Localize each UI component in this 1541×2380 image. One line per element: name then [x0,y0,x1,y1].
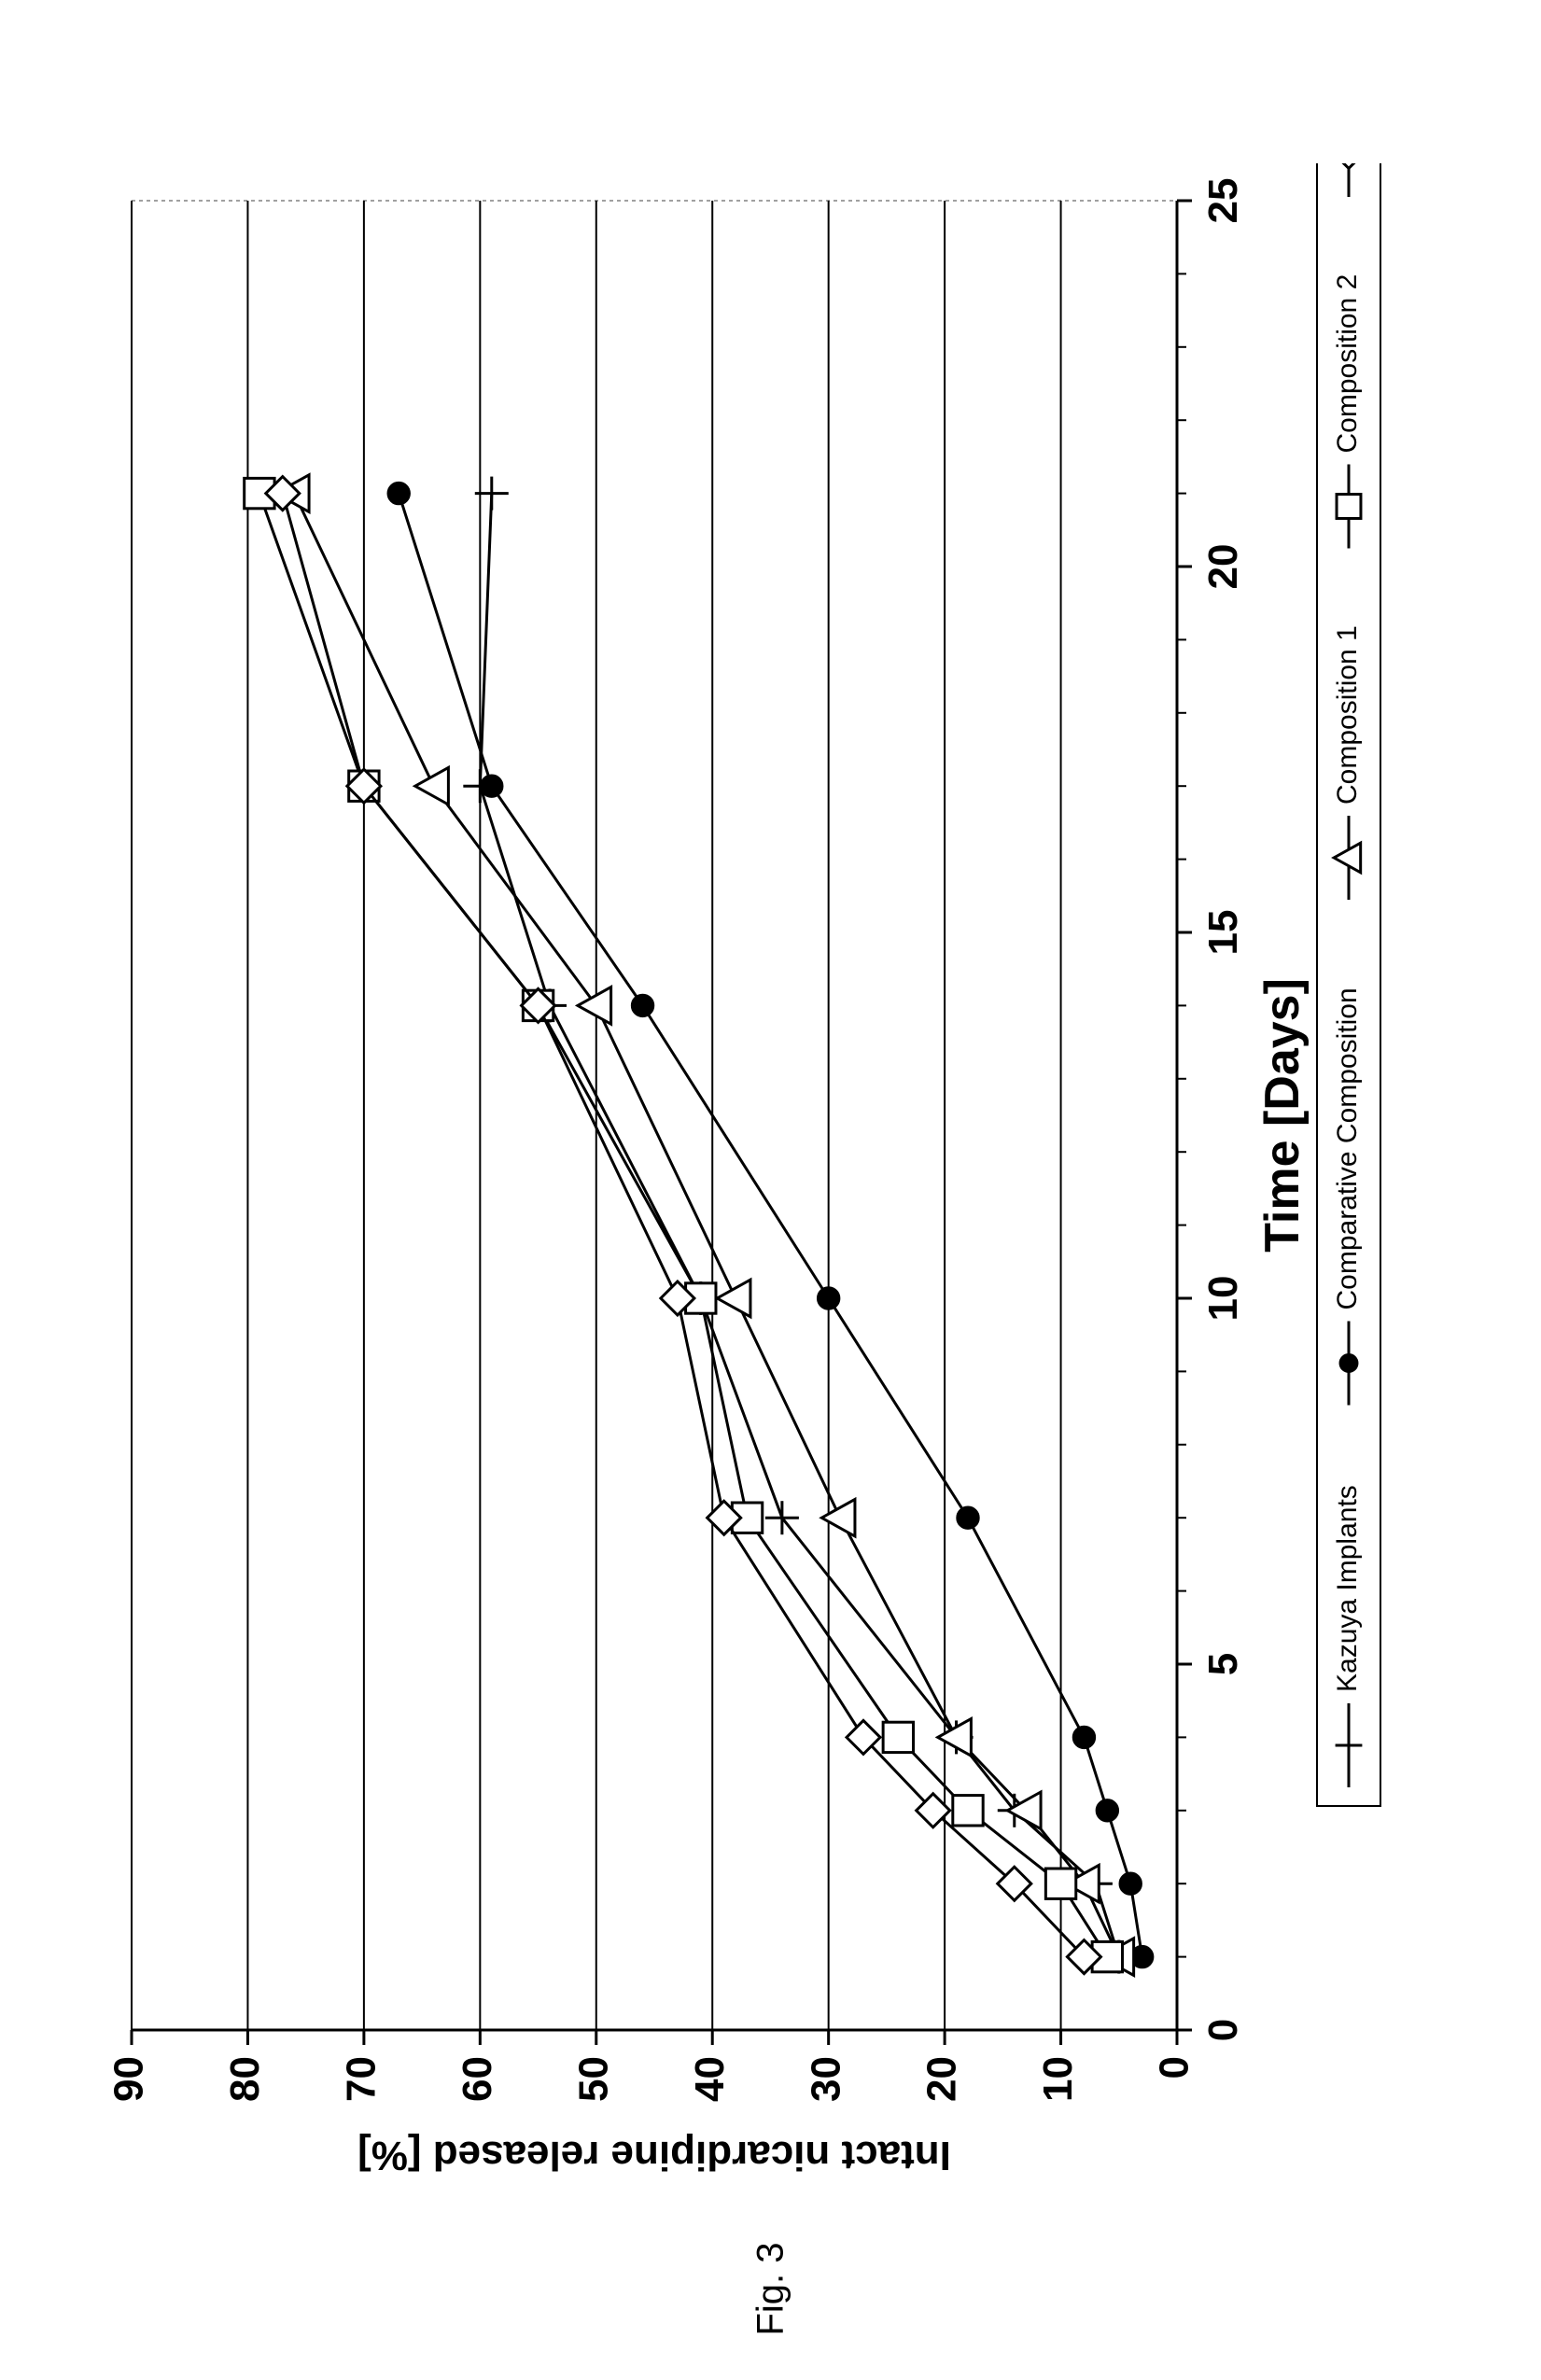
svg-text:70: 70 [338,2056,384,2102]
svg-text:90: 90 [105,2056,151,2102]
svg-text:5: 5 [1200,1653,1246,1675]
svg-text:Time [Days]: Time [Days] [1255,978,1310,1253]
line-chart: 0 10 20 30 40 50 60 70 80 90 0 5 10 15 20 25 Time [Days]… [94,163,1448,2217]
figure-caption: Fig. 3 [749,2242,792,2335]
chart-container: 0 10 20 30 40 50 60 70 80 90 0 5 10 15 20 25 Time [Days]… [94,163,1448,2217]
svg-text:50: 50 [570,2056,616,2102]
svg-text:Intact nicardipine released [%: Intact nicardipine released [%] [357,2133,951,2178]
svg-text:20: 20 [1200,544,1246,590]
svg-text:15: 15 [1200,910,1246,956]
svg-text:0: 0 [1200,2019,1246,2041]
svg-text:25: 25 [1200,178,1246,224]
svg-text:30: 30 [803,2056,848,2102]
page: 0 10 20 30 40 50 60 70 80 90 0 5 10 15 20 25 Time [Days]… [0,0,1541,2380]
svg-text:10: 10 [1035,2056,1081,2102]
svg-text:60: 60 [454,2056,499,2102]
svg-text:Comparative Composition: Comparative Composition [1331,987,1362,1309]
svg-text:0: 0 [1151,2056,1197,2079]
svg-text:Kazuya Implants: Kazuya Implants [1331,1485,1362,1692]
svg-text:20: 20 [918,2056,964,2102]
svg-text:10: 10 [1200,1276,1246,1322]
svg-text:Composition 2: Composition 2 [1331,274,1362,454]
svg-text:40: 40 [686,2056,732,2102]
svg-text:80: 80 [222,2056,268,2102]
svg-text:Composition 1: Composition 1 [1331,625,1362,805]
